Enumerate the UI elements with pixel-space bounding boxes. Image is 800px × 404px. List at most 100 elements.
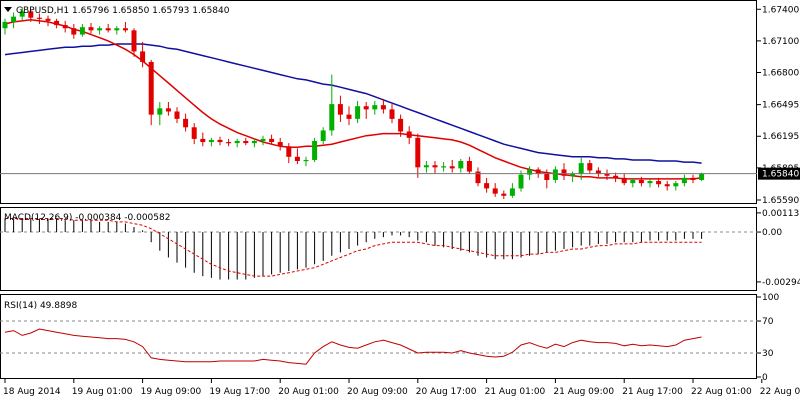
time-tick-label: 22 Aug 09:00	[760, 387, 800, 397]
candle	[226, 138, 232, 147]
candle-body	[105, 28, 111, 31]
candle	[122, 21, 128, 33]
time-tick-label: 19 Aug 17:00	[209, 387, 270, 397]
candle-body	[518, 174, 524, 189]
candle-body	[432, 165, 438, 168]
candle-body	[544, 173, 550, 180]
ma-slow-line	[4, 43, 702, 164]
price-y-tick-label: 1.67100	[762, 37, 799, 47]
candle	[165, 102, 171, 116]
candle-body	[380, 105, 386, 110]
triangle-down-icon[interactable]	[4, 7, 12, 12]
candle-body	[527, 169, 533, 175]
candle-body	[157, 108, 163, 115]
candle-body	[423, 165, 429, 168]
time-axis: 18 Aug 2014 19 Aug 01:00 19 Aug 09:00 19 Au…	[3, 379, 800, 397]
candle	[449, 159, 455, 173]
current-price-tag	[758, 167, 800, 180]
current-price-tag-label: 1.65840	[762, 170, 799, 180]
candle-body	[484, 183, 490, 189]
candle-body	[165, 108, 171, 112]
ma-fast-series	[4, 19, 702, 180]
candle	[415, 133, 421, 178]
time-tick-label: 18 Aug 2014	[3, 387, 61, 397]
candle-body	[140, 51, 146, 62]
candle-body	[604, 173, 610, 176]
candle	[105, 24, 111, 33]
candle	[690, 174, 696, 184]
candle-body	[337, 104, 343, 115]
candle	[303, 156, 309, 167]
candle	[423, 161, 429, 173]
macd-y-tick-label: -0.00294	[762, 278, 800, 288]
candle-body	[441, 166, 447, 168]
candle	[251, 138, 257, 148]
candle-body	[217, 139, 223, 143]
candle	[174, 107, 180, 124]
candle-body	[647, 181, 653, 184]
candle	[398, 114, 404, 137]
candle	[243, 137, 249, 146]
price-y-tick-label: 1.65590	[762, 196, 799, 206]
candle	[97, 26, 103, 35]
candle	[148, 59, 154, 126]
candle-body	[234, 140, 240, 144]
candle	[28, 9, 34, 22]
rsi-panel-frame	[0, 294, 757, 379]
candle-body	[621, 177, 627, 184]
candle-body	[19, 11, 25, 17]
candle-body	[372, 105, 378, 110]
candle	[62, 20, 68, 33]
candle-body	[638, 179, 644, 184]
candle-body	[294, 156, 300, 162]
macd-histogram	[4, 218, 703, 280]
candle-body	[208, 139, 214, 143]
price-y-tick-label: 1.67400	[762, 5, 799, 15]
candle-body	[251, 140, 257, 144]
candle	[535, 167, 541, 178]
candle	[466, 156, 472, 174]
candle	[140, 41, 146, 68]
candle-body	[681, 177, 687, 184]
candle	[638, 176, 644, 187]
candle	[484, 177, 490, 193]
macd-panel-frame	[0, 207, 757, 291]
candle	[157, 102, 163, 126]
candle-body	[509, 188, 515, 196]
candle	[114, 26, 120, 35]
macd-signal-series	[5, 218, 702, 277]
candle	[458, 158, 464, 173]
candle	[587, 159, 593, 174]
candle	[647, 178, 653, 188]
candle	[200, 132, 206, 147]
candle-body	[329, 104, 335, 131]
candles	[2, 7, 705, 199]
rsi-panel: 100 70 30 0 RSI(14) 49.8898	[0, 293, 779, 383]
rsi-y-tick-label: 30	[762, 349, 774, 359]
candle-body	[277, 142, 283, 147]
candle-body	[466, 161, 472, 172]
candle	[312, 137, 318, 163]
macd-y-tick-label: 0.00	[762, 228, 782, 238]
candle-body	[79, 27, 85, 35]
candle	[346, 106, 352, 126]
macd-panel-title: MACD(12,26,9) -0.000384 -0.000582	[4, 213, 170, 223]
candle	[286, 143, 292, 164]
candle	[329, 74, 335, 136]
time-tick-label: 20 Aug 09:00	[347, 387, 408, 397]
rsi-levels	[0, 320, 757, 354]
candle	[269, 134, 275, 145]
candle-body	[346, 114, 352, 119]
candle-body	[260, 138, 266, 141]
price-y-tick-label: 1.66195	[762, 132, 799, 142]
candle-body	[492, 188, 498, 194]
candle	[492, 183, 498, 197]
candle-body	[535, 169, 541, 174]
ma-slow-series	[4, 43, 702, 164]
price-panel-frame	[0, 0, 757, 204]
candle-body	[595, 170, 601, 174]
candle	[509, 183, 515, 198]
candle-body	[664, 184, 670, 187]
candle-body	[630, 179, 636, 184]
